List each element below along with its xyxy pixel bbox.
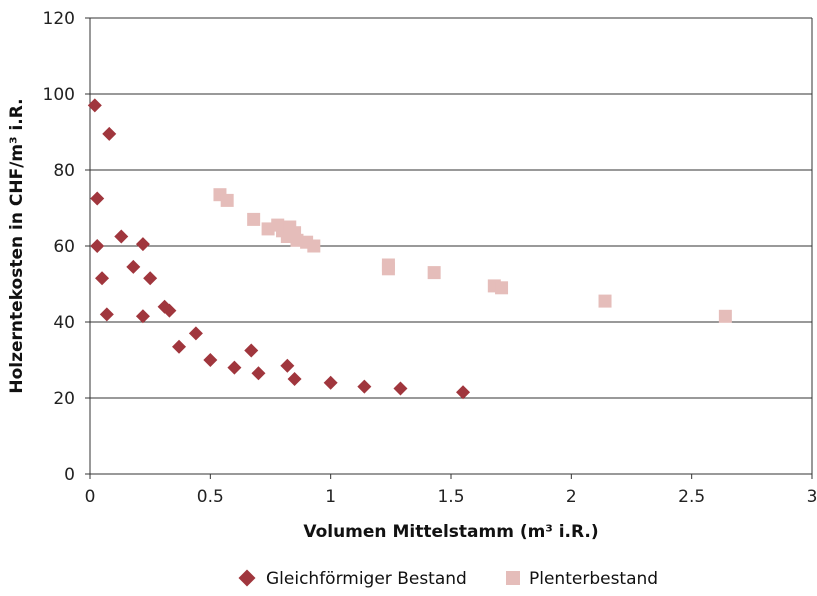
point-gleichfoermig-4 <box>95 271 110 286</box>
data-points <box>87 98 732 400</box>
point-plenter-14 <box>427 266 441 280</box>
point-gleichfoermig-18 <box>251 366 266 381</box>
point-plenter-1 <box>220 193 234 207</box>
point-gleichfoermig-5 <box>99 307 114 322</box>
legend-marker-plenter <box>506 571 520 585</box>
point-gleichfoermig-14 <box>188 326 203 341</box>
y-tick-label: 80 <box>53 161 75 181</box>
y-axis-title: Holzerntekosten in CHF/m³ i.R. <box>7 98 27 393</box>
y-tick-label: 60 <box>53 237 75 257</box>
y-tick-label: 100 <box>43 85 75 105</box>
point-gleichfoermig-17 <box>244 343 259 358</box>
point-plenter-18 <box>718 309 732 323</box>
point-gleichfoermig-19 <box>280 358 295 373</box>
x-tick-label: 3 <box>807 487 817 507</box>
x-tick-label: 1 <box>325 487 336 507</box>
legend-label-plenter: Plenterbestand <box>529 569 658 589</box>
point-gleichfoermig-22 <box>357 379 372 394</box>
point-gleichfoermig-16 <box>227 360 242 375</box>
point-plenter-16 <box>495 281 509 295</box>
axes <box>85 17 813 479</box>
point-plenter-17 <box>598 294 612 308</box>
point-gleichfoermig-6 <box>114 229 129 244</box>
x-tick-label: 0 <box>85 487 96 507</box>
x-tick-label: 2 <box>566 487 577 507</box>
y-tick-label: 40 <box>53 313 75 333</box>
x-tick-label: 2.5 <box>678 487 705 507</box>
point-gleichfoermig-12 <box>162 303 177 318</box>
point-gleichfoermig-20 <box>287 372 302 386</box>
point-gleichfoermig-15 <box>203 353 218 367</box>
point-gleichfoermig-10 <box>143 271 158 286</box>
point-gleichfoermig-13 <box>172 339 187 354</box>
x-tick-label: 1.5 <box>437 487 464 507</box>
point-gleichfoermig-0 <box>87 98 102 113</box>
legend-marker-gleichfoermig <box>238 569 256 587</box>
y-tick-label: 120 <box>43 9 75 29</box>
y-tick-label: 20 <box>53 389 75 409</box>
point-gleichfoermig-1 <box>102 126 117 141</box>
x-tick-label: 0.5 <box>197 487 224 507</box>
point-gleichfoermig-21 <box>323 375 338 390</box>
tick-labels: 0 20 40 60 80 100 120 0 0.5 1 1.5 2 2.5 3 <box>43 9 817 507</box>
point-gleichfoermig-2 <box>90 191 105 206</box>
point-gleichfoermig-23 <box>393 381 408 396</box>
point-gleichfoermig-9 <box>135 309 150 324</box>
point-gleichfoermig-7 <box>126 259 141 274</box>
point-plenter-13 <box>381 258 395 272</box>
point-gleichfoermig-3 <box>90 239 105 253</box>
point-gleichfoermig-24 <box>456 385 471 400</box>
point-gleichfoermig-8 <box>135 237 150 252</box>
point-plenter-2 <box>247 212 261 226</box>
point-plenter-11 <box>307 239 321 253</box>
legend: Gleichförmiger Bestand Plenterbestand <box>238 569 658 589</box>
gridlines <box>90 17 812 399</box>
x-axis-title: Volumen Mittelstamm (m³ i.R.) <box>303 522 598 542</box>
y-tick-label: 0 <box>64 465 75 485</box>
legend-label-gleichfoermig: Gleichförmiger Bestand <box>266 569 467 589</box>
